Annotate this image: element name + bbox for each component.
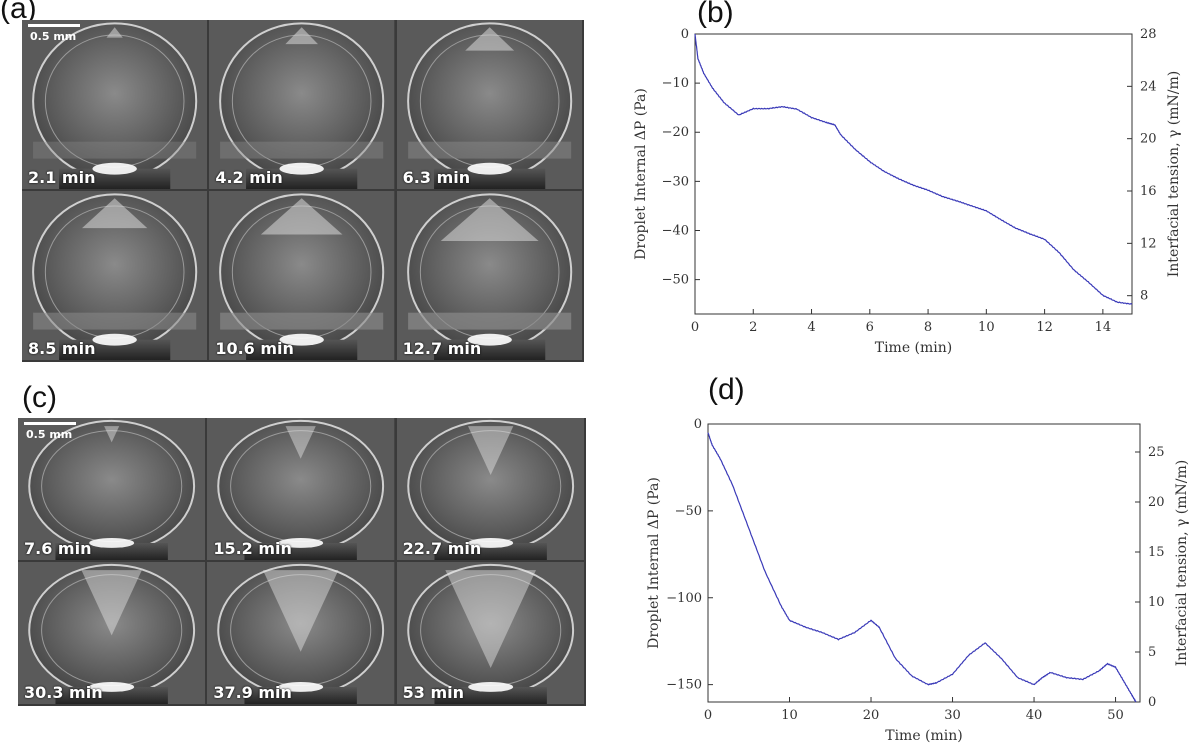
photo-frame-a-4: 8.5 min	[22, 191, 208, 360]
photo-frame-c-6: 53 min	[396, 562, 584, 704]
x-tick-label: 0	[691, 320, 699, 335]
y-axis-label: Droplet Internal ΔP (Pa)	[633, 88, 649, 260]
x-tick-label: 6	[866, 320, 874, 335]
panel-label-b: (b)	[697, 0, 734, 29]
x-tick-label: 10	[781, 708, 798, 723]
scale-bar-label: 0.5 mm	[26, 428, 73, 441]
droplet-image	[396, 191, 582, 360]
plot-frame	[694, 33, 1133, 315]
y2-tick-label: 10	[1148, 595, 1165, 610]
y2-tick-label: 20	[1140, 132, 1157, 147]
y-tick-label: −50	[675, 504, 702, 519]
x-tick-label: 30	[944, 708, 961, 723]
frame-time-label: 15.2 min	[213, 539, 292, 558]
scale-bar	[24, 422, 76, 425]
droplet-image	[396, 20, 582, 189]
y-tick-label: −40	[662, 223, 689, 238]
y2-tick-label: 12	[1140, 236, 1157, 251]
droplet-image	[207, 418, 395, 560]
x-tick-label: 10	[978, 320, 995, 335]
photo-grid-c: 7.6 min 15.2 min 22.7 min 30.3 min	[18, 418, 586, 706]
y-tick-label: −20	[662, 125, 689, 140]
x-tick-label: 0	[704, 708, 712, 723]
y2-axis-label: Interfacial tension, γ (mN/m)	[1174, 460, 1190, 666]
x-axis-label: Time (min)	[885, 728, 963, 744]
droplet-image	[207, 562, 395, 704]
photo-frame-c-2: 15.2 min	[207, 418, 395, 560]
y2-tick-label: 0	[1148, 695, 1156, 710]
frame-time-label: 4.2 min	[215, 168, 283, 187]
y-tick-label: −100	[666, 591, 702, 606]
y-axis-label: Droplet Internal ΔP (Pa)	[646, 477, 662, 649]
x-tick-label: 50	[1107, 708, 1124, 723]
frame-time-label: 37.9 min	[213, 683, 292, 702]
frame-time-label: 30.3 min	[24, 683, 103, 702]
y-tick-label: −50	[662, 273, 689, 288]
photo-frame-a-1: 2.1 min	[22, 20, 208, 189]
droplet-image	[209, 191, 395, 360]
y2-axis-label: Interfacial tension, γ (mN/m)	[1166, 71, 1182, 277]
x-tick-label: 4	[807, 320, 815, 335]
x-tick-label: 14	[1095, 320, 1112, 335]
panel-label-a: (a)	[0, 0, 37, 25]
photo-frame-a-3: 6.3 min	[396, 20, 582, 189]
y-tick-label: 0	[694, 417, 702, 432]
y2-tick-label: 28	[1140, 27, 1157, 42]
x-tick-label: 12	[1036, 320, 1053, 335]
series-line	[694, 33, 1133, 305]
droplet-image	[22, 191, 208, 360]
series-line	[707, 432, 1137, 703]
photo-frame-a-5: 10.6 min	[209, 191, 395, 360]
panel-label-c: (c)	[22, 381, 57, 414]
photo-frame-a-6: 12.7 min	[396, 191, 582, 360]
photo-frame-c-3: 22.7 min	[396, 418, 584, 560]
droplet-image	[22, 20, 208, 189]
x-axis-label: Time (min)	[875, 340, 953, 356]
y2-tick-label: 20	[1148, 495, 1165, 510]
droplet-image	[18, 562, 206, 704]
y2-tick-label: 5	[1148, 645, 1156, 660]
droplet-image	[396, 562, 584, 704]
x-tick-label: 8	[924, 320, 932, 335]
chart-b: 0 2 4 6 8 10 12 140−10−20−30−40−5028242016128Ti…	[633, 27, 1182, 356]
frame-time-label: 22.7 min	[402, 539, 482, 558]
frame-time-label: 2.1 min	[28, 168, 96, 187]
panel-label-d: (d)	[708, 373, 745, 406]
droplet-image	[18, 418, 206, 560]
droplet-image	[209, 20, 395, 189]
photo-frame-c-1: 7.6 min	[18, 418, 206, 560]
droplet-image	[396, 418, 584, 560]
plot-frame	[707, 423, 1141, 703]
y2-tick-label: 25	[1148, 445, 1165, 460]
photo-frame-c-4: 30.3 min	[18, 562, 206, 704]
photo-grid-a: 2.1 min 4.2 min 6.3 min 8.5 min	[22, 20, 584, 362]
photo-frame-c-5: 37.9 min	[207, 562, 395, 704]
frame-time-label: 10.6 min	[215, 339, 294, 358]
y-tick-label: −10	[662, 76, 689, 91]
y-tick-label: −30	[662, 174, 689, 189]
photo-frame-a-2: 4.2 min	[209, 20, 395, 189]
frame-time-label: 12.7 min	[402, 339, 482, 358]
x-tick-label: 2	[749, 320, 757, 335]
y-tick-label: 0	[681, 27, 689, 42]
frame-time-label: 7.6 min	[24, 539, 92, 558]
frame-time-label: 6.3 min	[402, 168, 471, 187]
y2-tick-label: 15	[1148, 545, 1165, 560]
y-tick-label: −150	[666, 678, 702, 693]
scale-bar-label: 0.5 mm	[30, 30, 77, 43]
y2-tick-label: 16	[1140, 184, 1157, 199]
x-tick-label: 20	[863, 708, 880, 723]
frame-time-label: 8.5 min	[28, 339, 96, 358]
y2-tick-label: 8	[1140, 289, 1148, 304]
y2-tick-label: 24	[1140, 79, 1157, 94]
frame-time-label: 53 min	[402, 683, 465, 702]
x-tick-label: 40	[1026, 708, 1043, 723]
scale-bar	[28, 24, 80, 27]
